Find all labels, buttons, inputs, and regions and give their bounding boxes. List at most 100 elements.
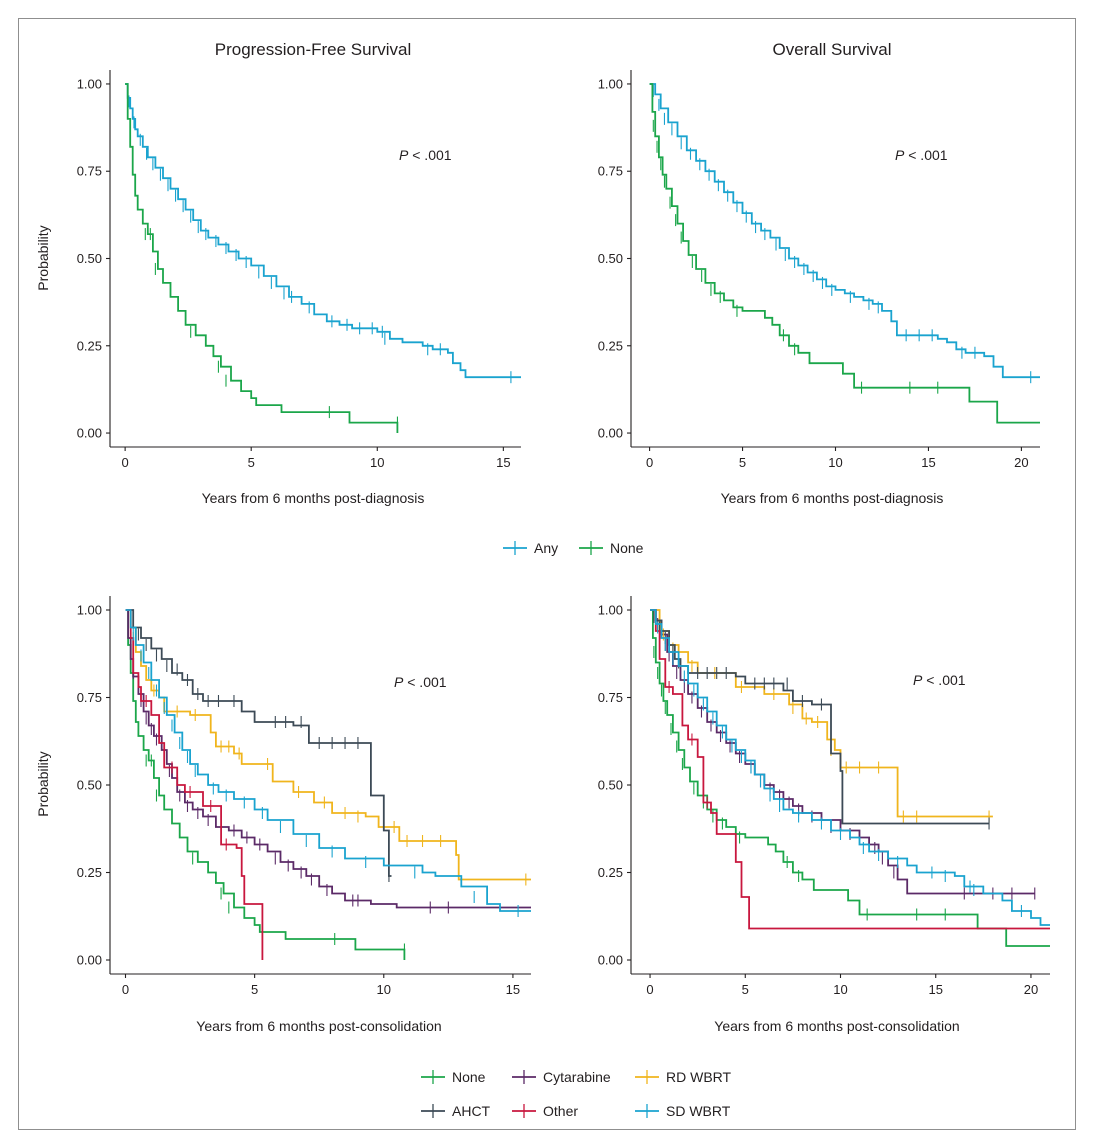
x-tick-label: 10 (828, 455, 842, 470)
legend-item-any: Any (503, 540, 558, 556)
series-any (125, 83, 521, 384)
panel-os-diagnosis: Overall Survival Years from 6 months pos… (721, 40, 948, 506)
legend-item-other: Other (512, 1103, 578, 1119)
y-tick-label: 0.25 (598, 865, 623, 880)
x-tick-label: 15 (921, 455, 935, 470)
p-value-bottom-right: P < .001 (913, 672, 966, 688)
x-tick-label: 15 (928, 982, 942, 997)
y-tick-label: 0.00 (77, 953, 102, 968)
panel-pfs-diagnosis: Progression-Free Survival Probability Ye… (35, 40, 452, 506)
series-ahct (650, 609, 990, 830)
series-sd-wbrt (650, 609, 1050, 926)
legend-item-sd-wbrt: SD WBRT (635, 1103, 731, 1119)
x-tick-label: 0 (646, 455, 653, 470)
km-curve-cytarabine (125, 609, 531, 909)
legend-item-rd-wbrt: RD WBRT (635, 1069, 732, 1085)
y-tick-label: 0.75 (77, 690, 102, 705)
p-symbol: P (399, 147, 409, 163)
legend-bottom: None Cytarabine RD WBRT AHCT Other (421, 1069, 732, 1119)
plot-area-0: 0.00 0.25 0.50 0.75 1.00 0 5 10 15 (77, 70, 521, 470)
km-curve-other (125, 609, 264, 960)
y-tick-label: 1.00 (77, 76, 102, 91)
x-tick-label: 10 (833, 982, 847, 997)
x-tick-label: 20 (1014, 455, 1028, 470)
p-value-top-right: P < .001 (895, 147, 948, 163)
km-curve-rd-wbrt (650, 609, 993, 818)
km-curve-none (125, 83, 399, 433)
series-rd-wbrt (125, 609, 531, 886)
p-symbol: P (394, 674, 404, 690)
legend-top: Any None (503, 540, 644, 556)
km-curve-none (649, 83, 1040, 424)
y-tick-label: 0.75 (77, 164, 102, 179)
y-tick-label: 1.00 (598, 76, 623, 91)
series-none (125, 609, 406, 960)
y-tick-label: 1.00 (77, 603, 102, 618)
panel-pfs-consolidation: Probability Years from 6 months post-con… (35, 674, 447, 1034)
y-tick-label: 0.25 (77, 865, 102, 880)
panel-title-os: Overall Survival (772, 40, 891, 59)
x-axis-label-top-right: Years from 6 months post-diagnosis (721, 490, 944, 506)
y-tick-label: 0.00 (598, 953, 623, 968)
series-none (649, 83, 1040, 424)
y-tick-label: 1.00 (598, 603, 623, 618)
km-curve-any (649, 83, 1040, 379)
km-curve-cytarabine (650, 609, 1035, 895)
series-other (650, 609, 1050, 930)
y-axis-label-top-left: Probability (35, 225, 51, 290)
legend-item-none-bottom: None (421, 1069, 486, 1085)
y-axis-label-bottom-left: Probability (35, 751, 51, 816)
km-curve-any (125, 83, 521, 379)
series-any (649, 83, 1040, 384)
p-rest: < .001 (403, 674, 446, 690)
x-axis-label-bottom-left: Years from 6 months post-consolidation (196, 1018, 441, 1034)
x-axis-label-bottom-right: Years from 6 months post-consolidation (714, 1018, 959, 1034)
km-curve-other (650, 609, 1050, 930)
y-tick-label: 0.75 (598, 690, 623, 705)
series-other (125, 609, 264, 960)
legend-label-ahct: AHCT (452, 1103, 491, 1119)
legend-item-cytarabine: Cytarabine (512, 1069, 611, 1085)
legend-item-none: None (579, 540, 644, 556)
series-ahct (125, 609, 392, 882)
p-value-bottom-left: P < .001 (394, 674, 447, 690)
x-tick-label: 0 (122, 982, 129, 997)
x-tick-label: 5 (742, 982, 749, 997)
x-tick-label: 10 (370, 455, 384, 470)
km-curve-sd-wbrt (125, 609, 531, 912)
y-tick-label: 0.25 (77, 338, 102, 353)
series-cytarabine (650, 609, 1036, 900)
km-curve-none (125, 609, 406, 960)
y-tick-label: 0.25 (598, 338, 623, 353)
series-none (650, 609, 1050, 947)
km-curve-ahct (125, 609, 392, 877)
x-tick-label: 15 (506, 982, 520, 997)
x-tick-label: 0 (646, 982, 653, 997)
legend-label-none-bottom: None (452, 1069, 486, 1085)
plot-area-3: 0.00 0.25 0.50 0.75 1.00 0 5 10 15 20 (598, 596, 1050, 997)
km-curve-none (650, 609, 1050, 947)
km-curve-ahct (650, 609, 990, 825)
y-tick-label: 0.50 (598, 251, 623, 266)
series-cytarabine (125, 609, 531, 914)
plot-area-2: 0.00 0.25 0.50 0.75 1.00 0 5 10 15 (77, 596, 531, 997)
legend-label-cytarabine: Cytarabine (543, 1069, 611, 1085)
p-rest: < .001 (408, 147, 451, 163)
x-tick-label: 5 (251, 982, 258, 997)
p-rest: < .001 (904, 147, 947, 163)
p-rest: < .001 (922, 672, 965, 688)
series-none (125, 83, 399, 433)
figure-frame: Progression-Free Survival Probability Ye… (18, 18, 1076, 1130)
panel-title-pfs: Progression-Free Survival (215, 40, 412, 59)
legend-label-other: Other (543, 1103, 578, 1119)
x-axis-label-top-left: Years from 6 months post-diagnosis (202, 490, 425, 506)
y-tick-label: 0.50 (598, 778, 623, 793)
y-tick-label: 0.00 (598, 426, 623, 441)
plot-area-1: 0.00 0.25 0.50 0.75 1.00 0 5 10 15 20 (598, 70, 1040, 470)
y-tick-label: 0.00 (77, 426, 102, 441)
legend-label-rd-wbrt: RD WBRT (666, 1069, 732, 1085)
legend-item-ahct: AHCT (421, 1103, 491, 1119)
km-curve-rd-wbrt (125, 609, 531, 881)
legend-label-none: None (610, 540, 644, 556)
x-tick-label: 15 (496, 455, 510, 470)
